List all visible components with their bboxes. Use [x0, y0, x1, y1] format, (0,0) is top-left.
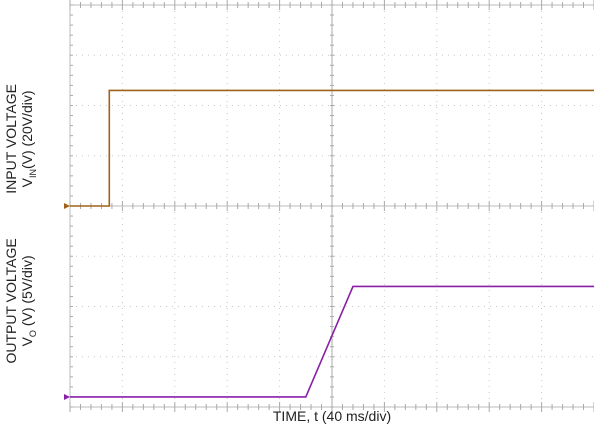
top-panel-frame: [69, 0, 594, 211]
ground-marker-input: [64, 203, 70, 209]
output-voltage-label-line2: VO (V) (5V/div): [19, 216, 41, 386]
output-voltage-label-line1: OUTPUT VOLTAGE: [3, 238, 20, 364]
input-voltage-label-sub: IN: [27, 169, 38, 179]
trace-series-input-voltage: [70, 89, 594, 207]
input-voltage-label-rest: (V) (20V/div): [19, 90, 36, 170]
traces-layer: [64, 89, 594, 400]
input-voltage-label-line1: INPUT VOLTAGE: [3, 84, 20, 194]
ground-marker-output: [64, 393, 70, 400]
input-voltage-label-line2: VIN(V) (20V/div): [19, 54, 41, 224]
time-axis-label: TIME, t (40 ms/div): [272, 408, 392, 424]
bottom-panel-frame: [69, 205, 594, 412]
output-voltage-label-rest: (V) (5V/div): [19, 255, 36, 331]
output-voltage-label-base: V: [19, 337, 36, 347]
input-voltage-label-base: V: [19, 178, 36, 188]
output-voltage-axis-label: OUTPUT VOLTAGE VO (V) (5V/div): [3, 216, 41, 386]
trace-series-output-voltage: [70, 285, 594, 398]
input-voltage-axis-label: INPUT VOLTAGE VIN(V) (20V/div): [3, 54, 41, 224]
output-voltage-label-sub: O: [27, 330, 38, 338]
